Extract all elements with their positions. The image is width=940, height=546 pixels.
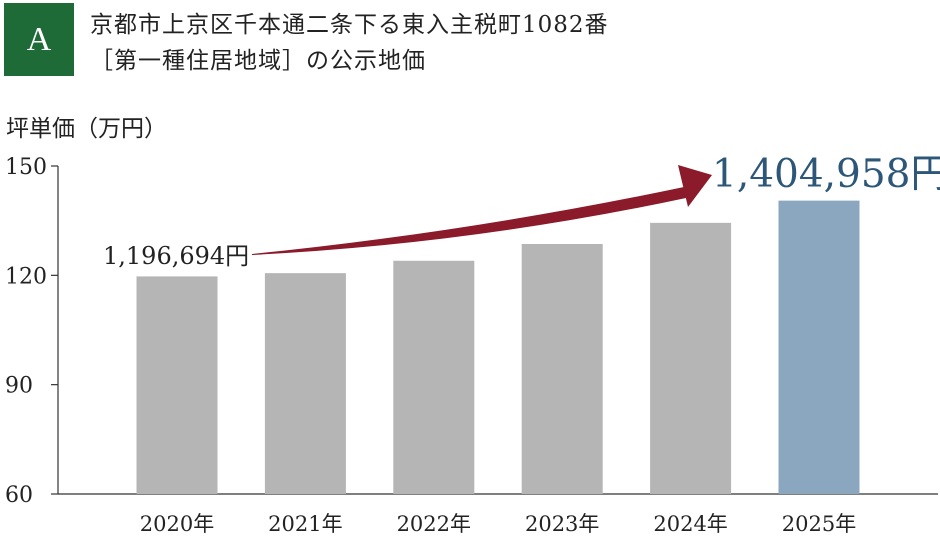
bar <box>521 243 603 494</box>
y-axis-label: 坪単価（万円） <box>6 116 167 142</box>
y-tick-label: 60 <box>5 483 33 508</box>
x-tick-label: 2024年 <box>653 512 727 536</box>
bar <box>650 222 732 494</box>
growth-arrow-head <box>678 165 712 207</box>
x-tick-label: 2020年 <box>140 512 214 536</box>
growth-arrow-shaft <box>252 187 686 255</box>
chart-title-line2: ［第一種住居地域］の公示地価 <box>90 48 426 74</box>
y-tick-label: 150 <box>5 155 47 180</box>
section-badge: A <box>4 3 74 76</box>
bar <box>393 260 475 494</box>
chart-title-line1: 京都市上京区千本通二条下る東入主税町1082番 <box>90 12 609 38</box>
start-value-label: 1,196,694円 <box>103 242 249 270</box>
x-tick-label: 2025年 <box>782 512 856 536</box>
bar <box>136 276 218 494</box>
x-tick-label: 2021年 <box>268 512 342 536</box>
x-tick-label: 2023年 <box>525 512 599 536</box>
bar <box>264 273 346 494</box>
x-tick-label: 2022年 <box>397 512 471 536</box>
bar <box>778 200 860 494</box>
y-tick-label: 90 <box>5 374 33 399</box>
y-tick-label: 120 <box>5 264 47 289</box>
end-value-label: 1,404,958円 <box>712 152 940 197</box>
